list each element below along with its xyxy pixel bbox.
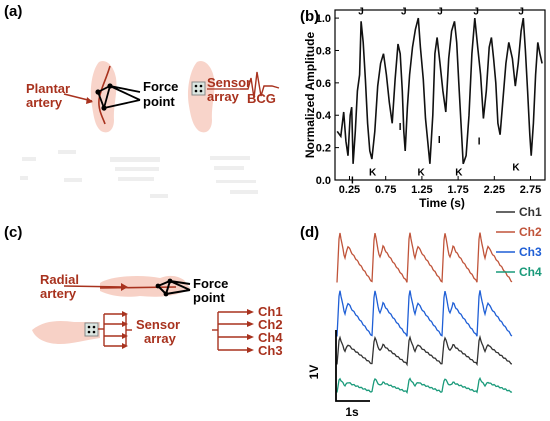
force-label-1: Force (143, 79, 178, 94)
panel-c: (c) Radial artery Force point (4, 224, 283, 358)
left-foot-icon (90, 60, 117, 133)
peak-label-j: J (401, 6, 407, 17)
output-ch1: Ch1 (258, 304, 283, 319)
peak-label-j: J (358, 6, 364, 17)
chart-d-legend: Ch1 Ch2 Ch3 Ch4 (496, 205, 542, 279)
x-tick-label: 2.25 (484, 184, 505, 196)
bcg-label: BCG (247, 91, 276, 106)
peak-label-i: I (438, 135, 441, 146)
panel-d: (d) Ch1 Ch2 Ch3 Ch4 1V 1s (300, 205, 542, 419)
trace-ch4 (336, 376, 513, 394)
faint-artifacts (20, 150, 258, 198)
chart-b-series-line (336, 17, 543, 165)
chart-b-ticks: 0.25 0.75 1.25 1.75 2.25 2.75 0.0 0.2 0.4 0.6 0.8 1… (316, 13, 542, 196)
peak-label-k: K (455, 167, 463, 178)
sensor-label-a-1: Sensor (207, 75, 251, 90)
sensor-routing (98, 311, 250, 351)
peak-label-i: I (478, 137, 481, 148)
y-tick-label: 0.0 (316, 175, 331, 187)
y-tick-label: 0.2 (316, 143, 331, 155)
sensor-label-a-2: array (207, 89, 240, 104)
y-tick-label: 0.8 (316, 45, 331, 57)
sensor-label-c-1: Sensor (136, 317, 180, 332)
panel-a: (a) Plantar artery Force point Sensor ar… (4, 3, 280, 198)
plantar-artery-line (98, 65, 111, 125)
plantar-label-2: artery (26, 95, 63, 110)
peak-label-k: K (369, 167, 377, 178)
radial-artery-line (99, 286, 177, 289)
radial-label-1: Radial (40, 272, 79, 287)
legend-label-ch1: Ch1 (519, 205, 542, 219)
y-tick-label: 0.4 (316, 110, 332, 122)
peak-label-k: K (512, 163, 520, 174)
output-ch4: Ch4 (258, 330, 283, 345)
chart-b-ylabel: Normalized Amplitude (303, 32, 317, 159)
plantar-label-1: Plantar (26, 81, 70, 96)
bcg-waveform-icon (240, 71, 280, 99)
lower-hand-icon (32, 320, 100, 344)
legend-label-ch2: Ch2 (519, 225, 542, 239)
sensor-label-c-2: array (144, 331, 177, 346)
x-tick-label: 2.75 (520, 184, 541, 196)
scale-bar-time: 1s (345, 405, 359, 419)
force-label-2: point (143, 94, 175, 109)
x-tick-label: 0.75 (375, 184, 396, 196)
trace-ch3 (336, 290, 513, 337)
chart-b-annotations: J J J J J K K K K I I I I (351, 6, 524, 186)
force-point-arrows-c (156, 279, 191, 296)
force-point-arrows (96, 84, 141, 111)
trace-ch1 (336, 334, 513, 367)
panel-a-label: (a) (4, 3, 22, 20)
x-tick-label: 1.75 (447, 184, 468, 196)
force-label-c-2: point (193, 290, 225, 305)
chart-b-frame (334, 9, 546, 181)
peak-label-i: I (399, 122, 402, 133)
peak-label-j: J (437, 6, 443, 17)
panel-b: (b) 0.25 0.75 1.25 1.75 2.25 2.75 0.0 0.2 0.4 0.6… (300, 6, 546, 210)
chart-d-traces (336, 232, 513, 394)
peak-label-j: J (518, 6, 524, 17)
output-ch3: Ch3 (258, 343, 283, 358)
y-tick-label: 1.0 (316, 13, 331, 25)
chart-b-xlabel: Time (s) (419, 196, 465, 210)
output-ch2: Ch2 (258, 317, 283, 332)
y-tick-label: 0.6 (316, 78, 331, 90)
x-tick-label: 0.25 (339, 184, 360, 196)
legend-label-ch3: Ch3 (519, 245, 542, 259)
scale-bar-voltage: 1V (307, 365, 321, 380)
peak-label-i: I (351, 176, 354, 187)
x-tick-label: 1.25 (411, 184, 432, 196)
panel-d-label: (d) (300, 224, 319, 241)
sensor-array-icon-c (84, 322, 99, 337)
force-label-c-1: Force (193, 276, 228, 291)
legend-label-ch4: Ch4 (519, 265, 542, 279)
trace-ch2 (336, 232, 513, 283)
sensor-array-icon (191, 81, 206, 96)
scale-bar (335, 330, 370, 402)
peak-label-j: J (473, 6, 479, 17)
right-foot-icon (187, 60, 215, 133)
radial-label-2: artery (40, 286, 77, 301)
panel-c-label: (c) (4, 224, 22, 241)
panel-b-label: (b) (300, 8, 319, 25)
peak-label-k: K (418, 167, 426, 178)
